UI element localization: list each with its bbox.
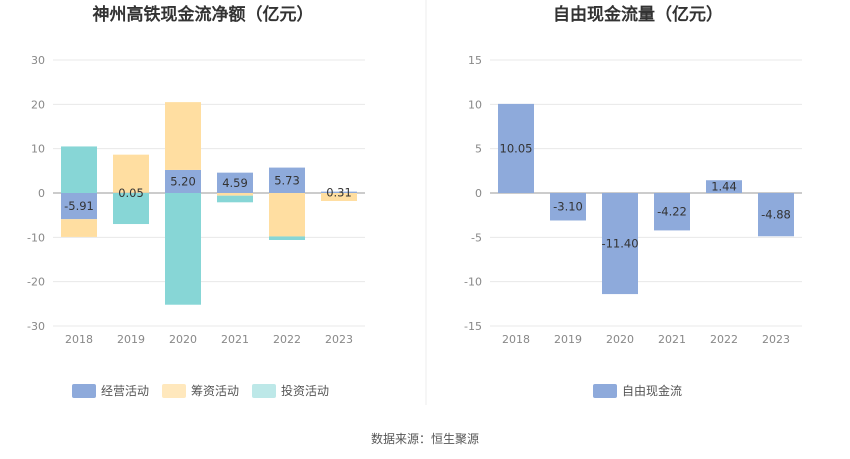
data-label: 5.73 — [274, 173, 300, 187]
left-chart-title: 神州高铁现金流净额（亿元） — [93, 4, 314, 25]
bar-自由现金流 — [602, 193, 638, 295]
x-tick-label: 2023 — [762, 333, 790, 346]
bar-经营活动 — [165, 169, 201, 193]
legend-swatch[interactable] — [593, 384, 617, 398]
data-label: -4.88 — [761, 208, 791, 222]
bar-自由现金流 — [706, 180, 742, 193]
data-label: 0.05 — [118, 186, 144, 200]
data-label: 1.44 — [711, 180, 737, 194]
y-tick-label: 15 — [468, 54, 482, 67]
y-tick-label: 30 — [31, 54, 45, 67]
y-tick-label: 5 — [475, 143, 482, 156]
x-tick-label: 2019 — [117, 333, 145, 346]
source-note: 数据来源：恒生聚源 — [371, 431, 479, 446]
data-label: 5.20 — [170, 174, 196, 188]
y-tick-label: 0 — [38, 187, 45, 200]
bar-经营活动 — [61, 193, 97, 220]
bar-筹资活动 — [113, 154, 149, 193]
x-tick-label: 2020 — [606, 333, 634, 346]
bar-筹资活动 — [61, 219, 97, 237]
bar-经营活动 — [321, 191, 357, 193]
left-legend: 经营活动 筹资活动 投资活动 — [72, 383, 329, 398]
data-label: -11.40 — [601, 237, 638, 251]
legend-swatch[interactable] — [252, 384, 276, 398]
data-label: -5.91 — [64, 199, 94, 213]
x-tick-label: 2021 — [221, 333, 249, 346]
legend-swatch[interactable] — [72, 384, 96, 398]
y-tick-label: 0 — [475, 187, 482, 200]
legend-label[interactable]: 自由现金流 — [622, 383, 682, 398]
bar-投资活动 — [165, 193, 201, 305]
x-tick-label: 2020 — [169, 333, 197, 346]
bar-自由现金流 — [758, 193, 794, 237]
bar-自由现金流 — [654, 193, 690, 231]
x-tick-label: 2018 — [502, 333, 530, 346]
bar-投资活动 — [61, 146, 97, 193]
bar-投资活动 — [269, 236, 305, 240]
y-tick-label: -20 — [27, 276, 45, 289]
right-legend: 自由现金流 — [593, 383, 682, 398]
y-tick-label: -15 — [464, 320, 482, 333]
bar-投资活动 — [217, 195, 253, 203]
x-tick-label: 2023 — [325, 333, 353, 346]
right-chart-title: 自由现金流量（亿元） — [553, 4, 723, 25]
legend-label[interactable]: 投资活动 — [281, 383, 329, 398]
y-tick-label: -10 — [27, 231, 45, 244]
x-tick-label: 2021 — [658, 333, 686, 346]
data-label: 0.31 — [326, 185, 352, 199]
bar-筹资活动 — [165, 102, 201, 170]
x-tick-label: 2022 — [273, 333, 301, 346]
bar-自由现金流 — [498, 103, 534, 193]
y-tick-label: 10 — [468, 98, 482, 111]
bar-筹资活动 — [269, 193, 305, 237]
bar-投资活动 — [113, 193, 149, 225]
cashflow-net-chart: 30 20 10 0 -10 -20 -30 -5.91 2018 0.05 2019 5.20 202… — [27, 54, 365, 346]
legend-swatch[interactable] — [162, 384, 186, 398]
data-label: -4.22 — [657, 205, 687, 219]
y-tick-label: 10 — [31, 143, 45, 156]
y-tick-label: 20 — [31, 98, 45, 111]
data-label: 10.05 — [500, 141, 533, 155]
data-label: -3.10 — [553, 200, 583, 214]
bar-自由现金流 — [550, 193, 586, 221]
y-tick-label: -30 — [27, 320, 45, 333]
y-tick-label: -10 — [464, 276, 482, 289]
x-tick-label: 2019 — [554, 333, 582, 346]
x-tick-label: 2022 — [710, 333, 738, 346]
data-label: 4.59 — [222, 176, 248, 190]
legend-label[interactable]: 筹资活动 — [191, 384, 239, 398]
bar-筹资活动 — [321, 193, 357, 201]
bar-筹资活动 — [217, 193, 253, 196]
y-tick-label: -5 — [471, 231, 482, 244]
legend-label[interactable]: 经营活动 — [101, 384, 149, 398]
free-cashflow-chart: 15 10 5 0 -5 -10 -15 10.05 2018 -3.10 2019 -11.40 20… — [464, 54, 802, 346]
bar-经营活动 — [217, 172, 253, 193]
bar-经营活动 — [269, 167, 305, 193]
x-tick-label: 2018 — [65, 333, 93, 346]
